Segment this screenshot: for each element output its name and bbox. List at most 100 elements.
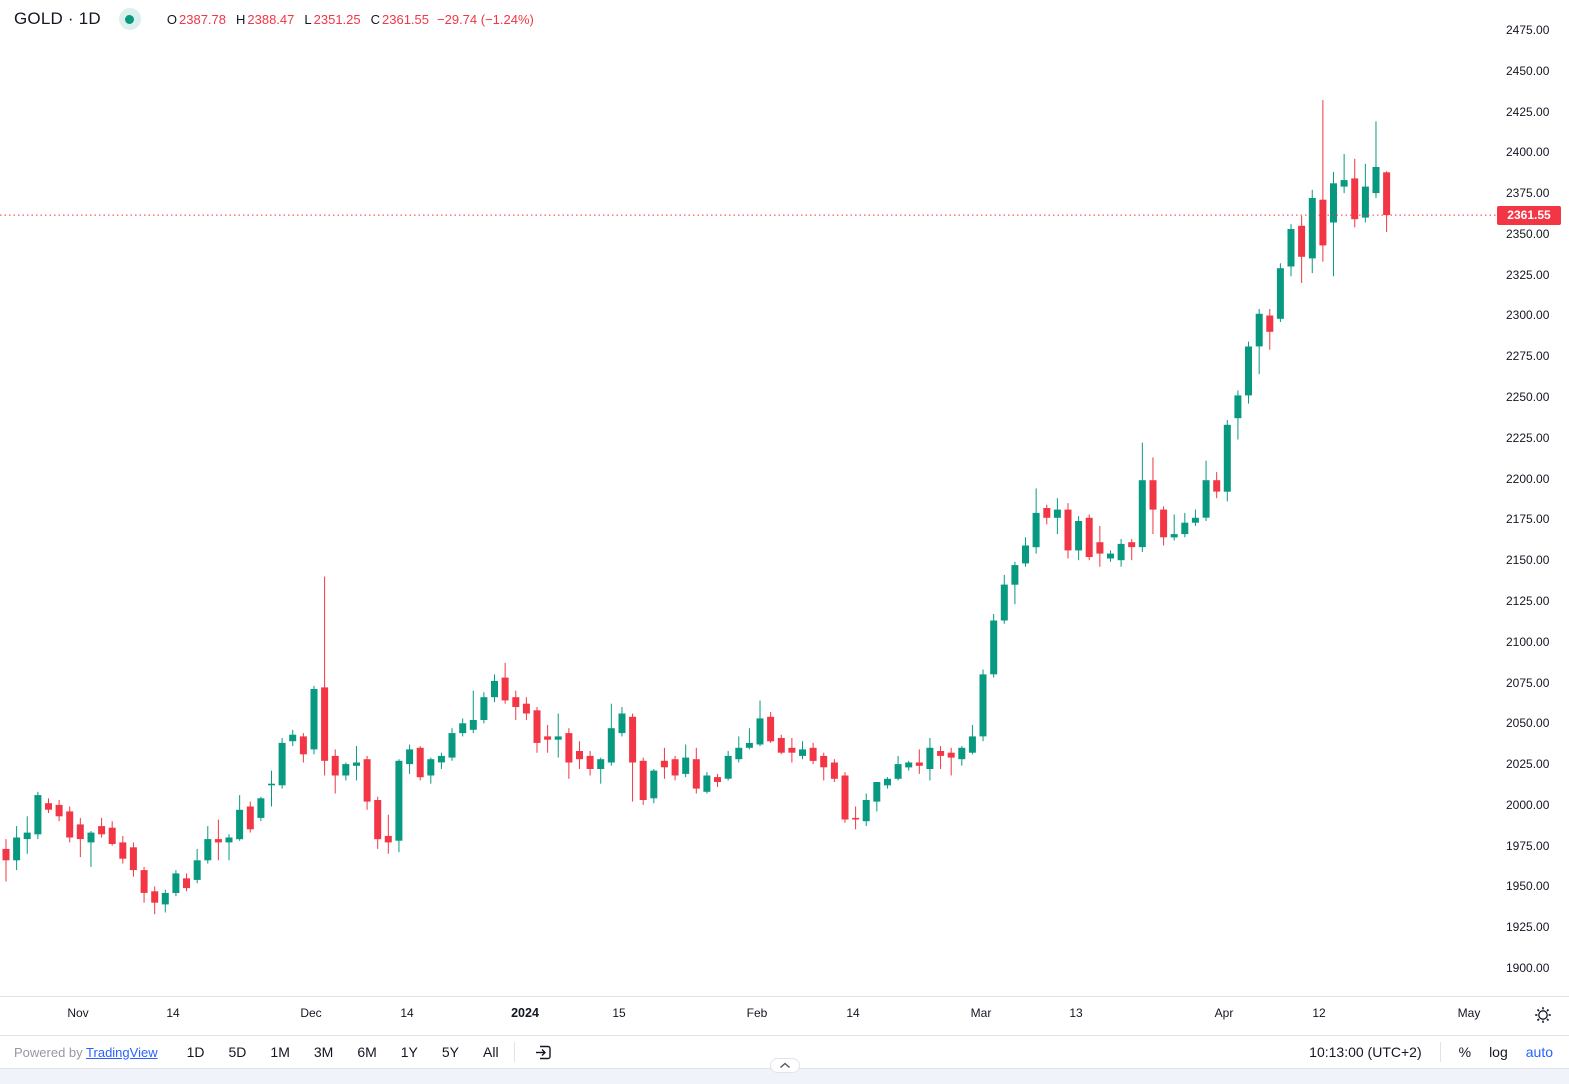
price-tick-label: 1950.00 (1506, 879, 1550, 894)
time-tick-label: May (1457, 1006, 1481, 1020)
candle (363, 755, 371, 810)
expand-toolbar-button[interactable] (769, 1058, 800, 1073)
candle (374, 796, 382, 849)
chevron-up-icon (779, 1062, 790, 1069)
candle (331, 749, 339, 794)
calendar-go-to-date-icon (535, 1045, 551, 1059)
range-button-6m[interactable]: 6M (357, 1044, 377, 1060)
candle (246, 801, 254, 833)
clock-label[interactable]: 10:13:00 (UTC+2) (1309, 1044, 1422, 1060)
candle (565, 728, 573, 779)
candle (214, 819, 222, 861)
time-tick-label: 15 (612, 1006, 626, 1020)
candle (1213, 472, 1221, 499)
candle (745, 728, 753, 750)
candle (629, 713, 637, 802)
range-button-5y[interactable]: 5Y (441, 1044, 460, 1060)
candle (1128, 539, 1136, 561)
candle (703, 772, 711, 794)
percent-scale-button[interactable]: % (1458, 1044, 1472, 1060)
range-button-1d[interactable]: 1D (186, 1044, 205, 1060)
candle (55, 800, 63, 822)
time-tick-label: 14 (166, 1006, 180, 1020)
candle (1298, 216, 1306, 283)
candle (947, 747, 955, 776)
candle (119, 835, 127, 864)
market-status-icon (118, 8, 141, 30)
price-tick-label: 1900.00 (1506, 961, 1550, 975)
candle (140, 866, 148, 903)
range-button-3m[interactable]: 3M (313, 1044, 334, 1060)
candle (1000, 574, 1008, 624)
tradingview-link[interactable]: TradingView (86, 1044, 158, 1060)
candle (915, 749, 923, 774)
candle (1266, 309, 1274, 350)
candle (1234, 390, 1242, 440)
candle (1340, 154, 1348, 194)
candle (682, 744, 690, 778)
candle (129, 842, 137, 877)
high-value: 2388.47 (247, 11, 295, 27)
candle (416, 746, 424, 781)
candle (45, 798, 52, 813)
log-scale-button[interactable]: log (1489, 1044, 1508, 1060)
candle (321, 576, 329, 776)
range-button-5d[interactable]: 5D (228, 1044, 247, 1060)
auto-scale-button[interactable]: auto (1525, 1044, 1553, 1060)
candle (1223, 419, 1231, 502)
high-label: H (236, 11, 246, 27)
candle (990, 614, 998, 678)
candle (735, 736, 743, 763)
close-value: 2361.55 (382, 11, 430, 27)
price-tick-label: 2225.00 (1506, 430, 1550, 445)
candle (1053, 498, 1061, 535)
candle (650, 769, 658, 804)
candle (1287, 224, 1295, 277)
price-tick-label: 2350.00 (1506, 226, 1550, 241)
range-button-1m[interactable]: 1M (270, 1044, 290, 1060)
candle (639, 757, 647, 805)
candle (671, 755, 679, 781)
candle (1032, 488, 1040, 554)
candle (384, 814, 392, 854)
candle (862, 793, 870, 827)
range-button-1y[interactable]: 1Y (400, 1044, 418, 1060)
range-button-all[interactable]: All (483, 1044, 499, 1060)
time-axis[interactable]: Nov 14 Dec 14 2024 15 Feb 14 Mar 13 Apr 12 May (0, 996, 1569, 1035)
candle (1138, 442, 1146, 552)
candle (958, 746, 966, 766)
chart-canvas[interactable] (0, 0, 1496, 996)
ohlc-readout: O 2387.78 H 2388.47 L 2351.25 C 2361.55 … (167, 12, 534, 27)
price-axis[interactable]: 2361.55 2475.00 2450.00 2425.00 2400.00 2375… (1496, 0, 1569, 996)
candle (905, 760, 913, 771)
candle (1160, 506, 1168, 546)
time-tick-label: 14 (846, 1006, 860, 1020)
candle (1170, 514, 1178, 541)
price-tick-label: 2425.00 (1506, 104, 1550, 119)
candle (979, 669, 987, 742)
price-tick-label: 2125.00 (1506, 593, 1550, 608)
candle (1255, 309, 1263, 375)
candle (108, 821, 116, 846)
candle (225, 834, 233, 861)
symbol-interval: 1D (78, 9, 101, 28)
candle (1181, 512, 1189, 538)
candle (268, 770, 275, 807)
candle (767, 711, 775, 743)
price-tick-label: 1975.00 (1506, 838, 1550, 853)
candle (427, 757, 435, 784)
price-scale-settings-button[interactable] (1532, 1004, 1554, 1026)
toolbar-divider (1439, 1042, 1441, 1062)
candle (1330, 171, 1337, 277)
go-to-date-button[interactable] (533, 1042, 554, 1063)
close-label: C (370, 11, 381, 27)
candle (1361, 163, 1369, 223)
candle (406, 744, 414, 774)
time-tick-label: Dec (300, 1006, 322, 1020)
chart-pane[interactable]: GOLD · 1D O 2387.78 H 2388.47 L 2351.25 … (0, 0, 1569, 996)
price-tick-label: 2150.00 (1506, 553, 1550, 568)
candle (34, 791, 42, 840)
price-tick-label: 1925.00 (1506, 920, 1550, 935)
candle (172, 870, 180, 897)
